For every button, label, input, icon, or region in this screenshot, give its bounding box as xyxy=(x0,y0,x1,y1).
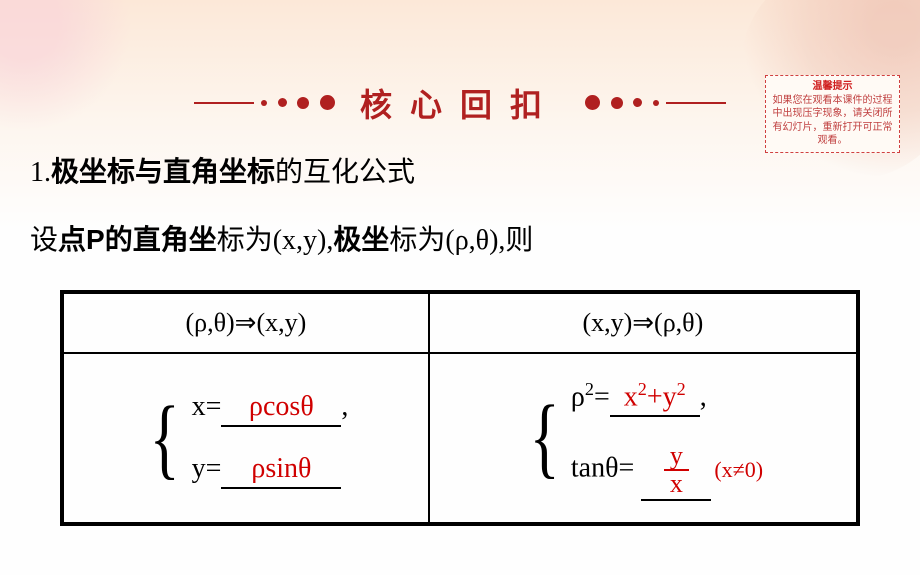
section-title-rest: 的互化公式 xyxy=(275,156,415,187)
frac-den: x xyxy=(664,471,689,497)
fill-y-sup: 2 xyxy=(677,379,686,399)
eq-rho: ρ2=x2+y2, xyxy=(571,379,707,413)
title-row: 核心回扣 xyxy=(0,80,920,126)
title-dots-right xyxy=(582,94,726,112)
section-subtitle: 设点P的直角坐标为(x,y),极坐标为(ρ,θ),则 xyxy=(30,218,533,258)
table-cell-right: { ρ2=x2+y2, tanθ= yx(x≠0) xyxy=(429,353,857,523)
table-header-row: (ρ,θ)⇒(x,y) (x,y)⇒(ρ,θ) xyxy=(63,293,857,353)
sub-p5: 标为(ρ,θ),则 xyxy=(389,225,533,256)
fill-plus-y: +y xyxy=(647,381,677,412)
eq-x-lhs: x= xyxy=(192,391,222,422)
sub-p2: 点P的直角坐 xyxy=(58,224,217,255)
eq-tan-lhs: tanθ= xyxy=(571,453,641,484)
frac-yx: yx xyxy=(664,443,689,497)
eq-y-lhs: y= xyxy=(192,453,222,484)
eq-tan-note: (x≠0) xyxy=(714,457,763,482)
section-heading: 1.极坐标与直角坐标的互化公式 xyxy=(30,150,415,190)
frac-num: y xyxy=(664,443,689,469)
eq-y-fill: ρsinθ xyxy=(251,453,311,485)
section-title-bold: 极坐标与直角坐标 xyxy=(51,156,275,187)
sub-p4: 极坐 xyxy=(333,224,389,255)
sub-p3: 标为(x,y), xyxy=(217,225,334,256)
eq-tan: tanθ= yx (x≠0) xyxy=(571,443,763,497)
eq-rho-trail: , xyxy=(700,381,707,412)
eq-rho-lhs: ρ xyxy=(571,381,585,412)
table-body-row: { x=ρcosθ, y=ρsinθ { xyxy=(63,353,857,523)
section-number: 1. xyxy=(30,157,51,188)
table-cell-left: { x=ρcosθ, y=ρsinθ xyxy=(63,353,429,523)
eq-x-fill: ρcosθ xyxy=(249,391,314,423)
eq-y: y= ρsinθ xyxy=(192,453,342,485)
decor-top-left xyxy=(0,0,150,150)
title-dots-left xyxy=(194,94,338,112)
fill-x: x xyxy=(624,381,638,412)
title-text: 核心回扣 xyxy=(360,80,560,126)
eq-rho-eq: = xyxy=(594,381,610,412)
table-header-right: (x,y)⇒(ρ,θ) xyxy=(429,293,857,353)
left-brace: { xyxy=(150,398,180,479)
eq-rho-sup: 2 xyxy=(585,379,594,399)
right-brace: { xyxy=(529,397,559,478)
sub-p1: 设 xyxy=(30,224,58,255)
table-header-left: (ρ,θ)⇒(x,y) xyxy=(63,293,429,353)
fill-x-sup: 2 xyxy=(638,379,647,399)
eq-x: x=ρcosθ, xyxy=(192,391,349,423)
conversion-table: (ρ,θ)⇒(x,y) (x,y)⇒(ρ,θ) { x=ρcosθ, y=ρsi… xyxy=(60,290,860,526)
